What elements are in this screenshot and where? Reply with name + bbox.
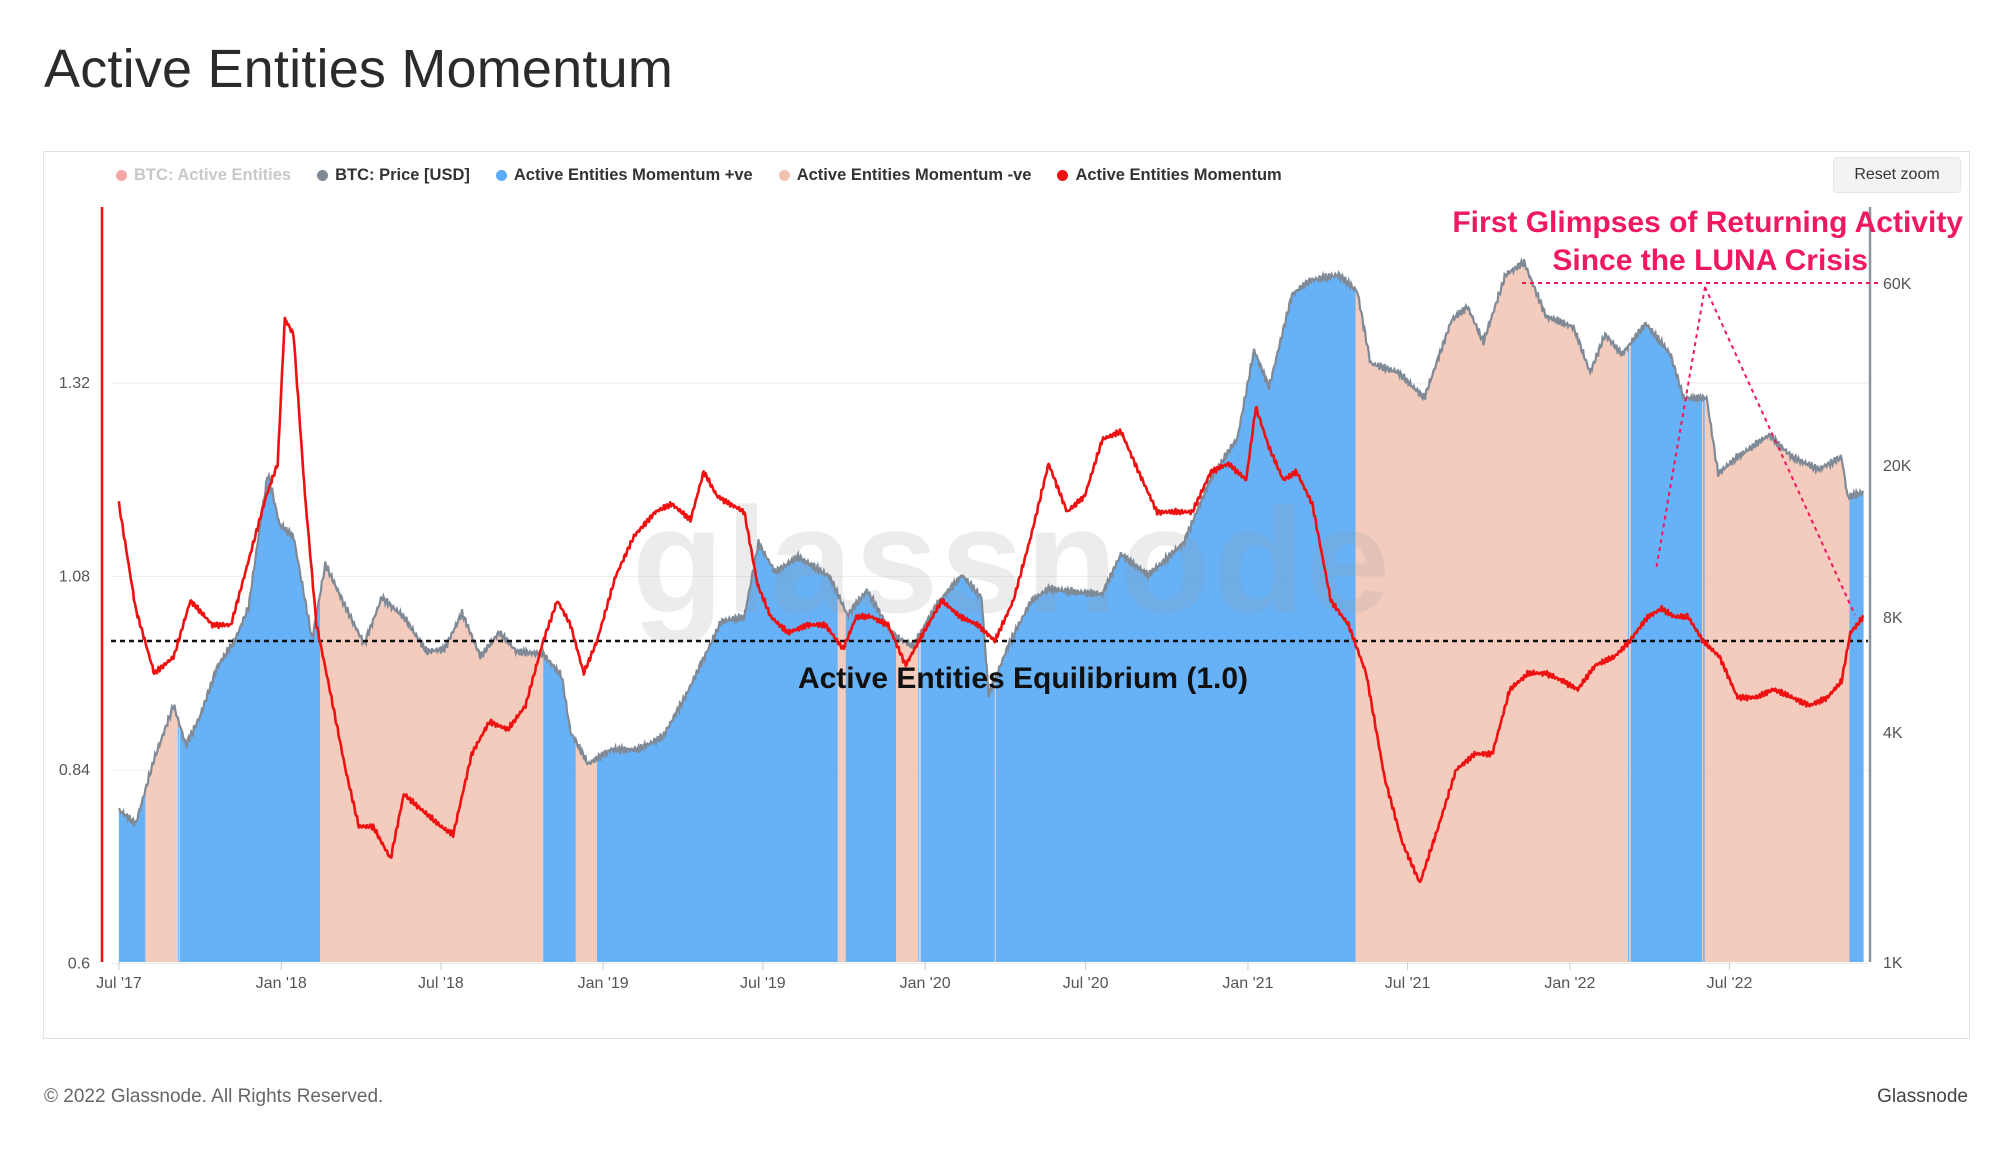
legend-item-active-entities[interactable]: BTC: Active Entities	[116, 166, 291, 185]
legend-item-momentum-positive[interactable]: Active Entities Momentum +ve	[495, 166, 753, 185]
momentum-positive-area	[597, 539, 838, 962]
x-axis-tick-label: Jul '21	[1385, 975, 1431, 992]
page-title: Active Entities Momentum	[44, 39, 674, 99]
momentum-positive-area	[179, 475, 320, 962]
annotation-line-1: First Glimpses of Returning Activity	[1452, 206, 1963, 239]
copyright-text: © 2022 Glassnode. All Rights Reserved.	[44, 1086, 384, 1107]
legend-item-btc-price[interactable]: BTC: Price [USD]	[317, 166, 470, 185]
price-line	[117, 257, 1865, 827]
momentum-positive-area	[995, 272, 1356, 962]
momentum-negative-area	[320, 561, 544, 962]
momentum-positive-area	[1849, 491, 1864, 962]
momentum-positive-area	[920, 575, 995, 962]
right-axis-tick-label: 60K	[1883, 276, 1912, 293]
legend-item-momentum-negative[interactable]: Active Entities Momentum -ve	[778, 166, 1032, 185]
legend-dot-icon	[495, 170, 507, 181]
momentum-negative-area	[1629, 343, 1631, 962]
legend-dot-icon	[116, 170, 127, 181]
left-axis-tick-label: 0.6	[68, 956, 90, 973]
price-area-fill	[118, 259, 1864, 962]
legend-dot-icon	[317, 170, 329, 181]
x-axis-tick-label: Jul '18	[418, 975, 464, 992]
momentum-positive-area	[118, 788, 146, 962]
left-axis-tick-label: 1.32	[59, 375, 90, 392]
x-axis-tick-label: Jan '19	[578, 975, 629, 992]
legend-label: Active Entities Momentum -ve	[796, 166, 1032, 184]
momentum-negative-area	[1704, 397, 1850, 962]
momentum-positive-area	[178, 717, 179, 962]
x-axis-tick-label: Jul '19	[740, 975, 786, 992]
momentum-negative-area	[145, 704, 178, 962]
legend-label: Active Entities Momentum	[1075, 166, 1282, 184]
legend-label: BTC: Active Entities	[134, 166, 292, 184]
x-axis-tick-label: Jul '22	[1707, 975, 1753, 992]
reset-zoom-button[interactable]: Reset zoom	[1833, 157, 1961, 193]
momentum-positive-area	[1630, 323, 1703, 962]
momentum-positive-area	[845, 588, 896, 962]
legend-dot-icon	[1057, 170, 1069, 181]
momentum-positive-area	[1628, 344, 1629, 962]
momentum-negative-area	[1355, 259, 1629, 962]
x-axis-tick-label: Jan '18	[256, 975, 307, 992]
legend-dot-icon	[778, 170, 790, 181]
momentum-positive-area	[918, 633, 919, 962]
left-axis-tick-label: 1.08	[59, 569, 90, 586]
momentum-line	[117, 316, 1865, 884]
momentum-negative-area	[1702, 396, 1704, 962]
right-axis-tick-label: 1K	[1883, 955, 1903, 972]
momentum-negative-area	[178, 722, 180, 962]
legend-label: Active Entities Momentum +ve	[513, 166, 753, 184]
momentum-negative-area	[918, 631, 921, 962]
footer-brand: Glassnode	[1877, 1086, 1968, 1107]
x-axis-tick-label: Jul '20	[1063, 975, 1109, 992]
x-axis-tick-label: Jan '21	[1222, 975, 1273, 992]
momentum-positive-area	[543, 651, 576, 962]
x-axis-tick-label: Jan '22	[1544, 975, 1595, 992]
legend-item-momentum[interactable]: Active Entities Momentum	[1057, 166, 1282, 185]
right-axis-tick-label: 4K	[1883, 725, 1903, 742]
momentum-positive-area	[1703, 396, 1705, 962]
momentum-negative-area	[575, 739, 597, 962]
momentum-negative-area	[896, 633, 919, 962]
x-axis-tick-label: Jan '20	[900, 975, 951, 992]
legend-label: BTC: Price [USD]	[335, 166, 470, 184]
momentum-negative-area	[994, 677, 996, 962]
right-axis-tick-label: 20K	[1883, 458, 1912, 475]
annotation-line-2: Since the LUNA Crisis	[1552, 244, 1868, 277]
x-axis-tick-label: Jul '17	[96, 975, 142, 992]
chart-legend: BTC: Active Entities BTC: Price [USD] Ac…	[116, 166, 1282, 185]
momentum-negative-area	[837, 594, 846, 962]
right-axis-tick-label: 8K	[1883, 610, 1903, 627]
watermark: glassnode	[632, 476, 1392, 644]
left-axis-tick-label: 0.84	[59, 762, 90, 779]
equilibrium-label: Active Entities Equilibrium (1.0)	[798, 662, 1248, 695]
